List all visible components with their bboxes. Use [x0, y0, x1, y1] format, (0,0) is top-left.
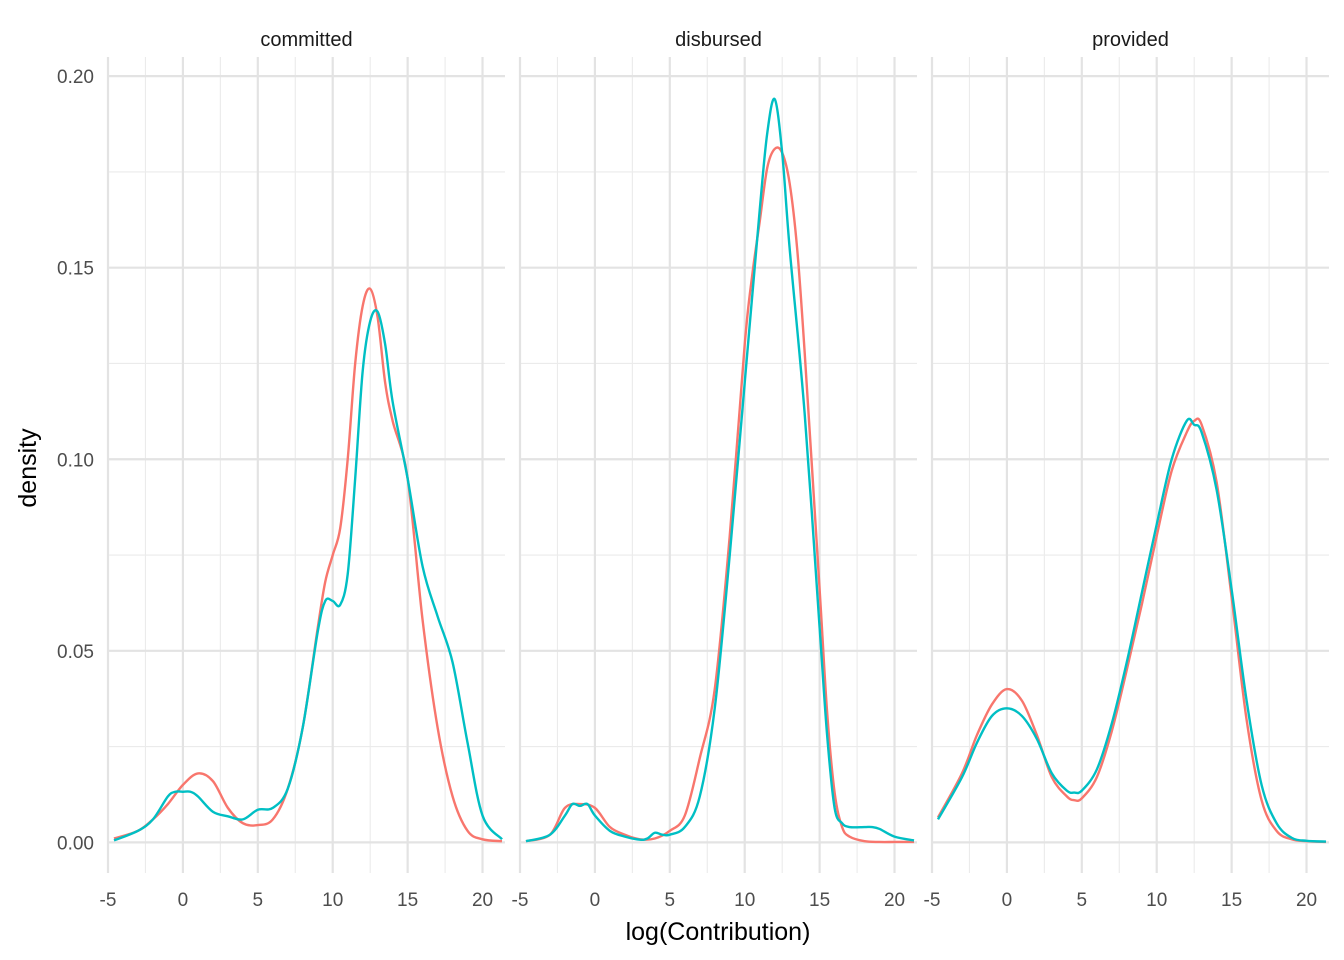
density-line-teal: [113, 309, 503, 842]
x-tick-label: -5: [100, 890, 117, 911]
y-axis-ticks: 0.00 0.05 0.10 0.15 0.20: [57, 67, 94, 854]
density-line-teal: [936, 417, 1327, 843]
facet-label: provided: [1092, 29, 1169, 51]
facet-label: disbursed: [675, 29, 762, 51]
y-tick-label: 0.10: [57, 450, 94, 471]
y-tick-label: 0.15: [57, 259, 94, 280]
facet-panel-provided: provided -5 0 5 10 15 20: [924, 29, 1329, 911]
x-tick-label: 5: [665, 890, 676, 911]
x-tick-label: 10: [1146, 890, 1167, 911]
x-tick-label: 20: [472, 890, 493, 911]
y-tick-label: 0.05: [57, 642, 94, 663]
x-tick-label: 10: [734, 890, 755, 911]
y-axis-title: density: [14, 428, 42, 508]
x-tick-label: 10: [322, 890, 343, 911]
facet-label: committed: [260, 29, 352, 51]
facet-panel-committed: committed -5 0 5 10 15 20: [100, 29, 505, 911]
x-tick-label: 0: [178, 890, 189, 911]
x-axis-title: log(Contribution): [626, 918, 811, 946]
y-tick-label: 0.00: [57, 833, 94, 854]
y-tick-label: 0.20: [57, 67, 94, 88]
x-tick-label: 0: [1002, 890, 1013, 911]
x-tick-label: 15: [397, 890, 418, 911]
x-tick-label: 20: [884, 890, 905, 911]
x-tick-label: -5: [512, 890, 529, 911]
x-tick-label: 20: [1296, 890, 1317, 911]
x-tick-label: -5: [924, 890, 941, 911]
facet-panel-disbursed: disbursed -5 0 5 10 15 20: [512, 29, 917, 911]
density-line-red: [525, 146, 914, 844]
density-line-red: [113, 287, 503, 843]
x-tick-label: 15: [1221, 890, 1242, 911]
x-tick-label: 0: [590, 890, 601, 911]
density-line-red: [936, 417, 1327, 844]
x-tick-label: 5: [1077, 890, 1088, 911]
x-tick-label: 5: [253, 890, 264, 911]
density-line-teal: [525, 97, 915, 843]
x-tick-label: 15: [809, 890, 830, 911]
